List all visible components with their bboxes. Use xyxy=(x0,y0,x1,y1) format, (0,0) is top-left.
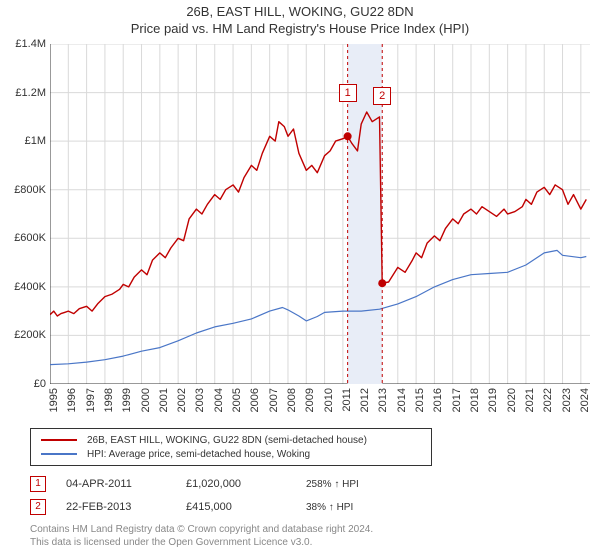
events-table: 1 04-APR-2011 £1,020,000 258% ↑ HPI 2 22… xyxy=(30,474,570,517)
x-tick-label: 2007 xyxy=(268,388,280,412)
legend-area: 26B, EAST HILL, WOKING, GU22 8DN (semi-d… xyxy=(30,428,570,549)
price-chart: { "title_line1": "26B, EAST HILL, WOKING… xyxy=(0,0,600,560)
event-marker-icon: 1 xyxy=(30,476,46,492)
x-tick-label: 2019 xyxy=(487,388,499,412)
chart-title-address: 26B, EAST HILL, WOKING, GU22 8DN xyxy=(0,4,600,19)
legend-label: HPI: Average price, semi-detached house,… xyxy=(87,449,310,460)
x-tick-label: 1998 xyxy=(103,388,115,412)
plot-area xyxy=(50,44,590,384)
y-tick-label: £400K xyxy=(14,281,46,293)
x-tick-label: 2008 xyxy=(286,388,298,412)
x-tick-label: 2006 xyxy=(249,388,261,412)
sale-markers xyxy=(50,44,590,384)
event-delta: 38% ↑ HPI xyxy=(306,502,426,513)
x-tick-label: 2000 xyxy=(140,388,152,412)
x-tick-label: 2004 xyxy=(213,388,225,412)
y-tick-label: £800K xyxy=(14,184,46,196)
x-tick-label: 2005 xyxy=(231,388,243,412)
x-tick-label: 1996 xyxy=(66,388,78,412)
event-row: 1 04-APR-2011 £1,020,000 258% ↑ HPI xyxy=(30,474,570,494)
event-row: 2 22-FEB-2013 £415,000 38% ↑ HPI xyxy=(30,497,570,517)
attribution: Contains HM Land Registry data © Crown c… xyxy=(30,523,570,549)
event-marker-icon: 2 xyxy=(30,499,46,515)
x-tick-label: 2001 xyxy=(158,388,170,412)
x-tick-label: 2017 xyxy=(451,388,463,412)
legend-swatch xyxy=(41,453,77,455)
attribution-line: This data is licensed under the Open Gov… xyxy=(30,536,570,549)
attribution-line: Contains HM Land Registry data © Crown c… xyxy=(30,523,570,536)
x-tick-label: 2016 xyxy=(432,388,444,412)
x-tick-label: 2024 xyxy=(579,388,591,412)
event-date: 04-APR-2011 xyxy=(66,478,186,490)
x-tick-label: 2014 xyxy=(396,388,408,412)
event-label-icon: 2 xyxy=(373,87,391,105)
legend-item: 26B, EAST HILL, WOKING, GU22 8DN (semi-d… xyxy=(41,433,421,447)
x-tick-label: 2023 xyxy=(561,388,573,412)
chart-title-description: Price paid vs. HM Land Registry's House … xyxy=(0,21,600,36)
legend-item: HPI: Average price, semi-detached house,… xyxy=(41,447,421,461)
x-tick-label: 2003 xyxy=(194,388,206,412)
x-tick-label: 2021 xyxy=(524,388,536,412)
x-tick-label: 2009 xyxy=(304,388,316,412)
x-tick-label: 2022 xyxy=(542,388,554,412)
x-tick-label: 1997 xyxy=(85,388,97,412)
legend-swatch xyxy=(41,439,77,441)
legend-box: 26B, EAST HILL, WOKING, GU22 8DN (semi-d… xyxy=(30,428,432,466)
y-tick-label: £1M xyxy=(25,135,46,147)
x-tick-label: 1995 xyxy=(48,388,60,412)
y-tick-label: £1.4M xyxy=(15,38,46,50)
x-tick-label: 2018 xyxy=(469,388,481,412)
x-tick-label: 2011 xyxy=(341,388,353,412)
x-tick-label: 2002 xyxy=(176,388,188,412)
y-tick-label: £600K xyxy=(14,232,46,244)
event-date: 22-FEB-2013 xyxy=(66,501,186,513)
event-label-icon: 1 xyxy=(339,84,357,102)
x-tick-label: 2012 xyxy=(359,388,371,412)
x-tick-label: 2015 xyxy=(414,388,426,412)
x-tick-label: 2013 xyxy=(377,388,389,412)
y-tick-label: £200K xyxy=(14,329,46,341)
event-price: £415,000 xyxy=(186,501,306,513)
x-tick-label: 2010 xyxy=(323,388,335,412)
y-tick-label: £0 xyxy=(34,378,46,390)
event-delta: 258% ↑ HPI xyxy=(306,479,426,490)
x-tick-label: 1999 xyxy=(121,388,133,412)
y-tick-label: £1.2M xyxy=(15,87,46,99)
legend-label: 26B, EAST HILL, WOKING, GU22 8DN (semi-d… xyxy=(87,435,367,446)
chart-area: £0£200K£400K£600K£800K£1M£1.2M£1.4M 1995… xyxy=(0,44,600,424)
event-price: £1,020,000 xyxy=(186,478,306,490)
x-tick-label: 2020 xyxy=(506,388,518,412)
